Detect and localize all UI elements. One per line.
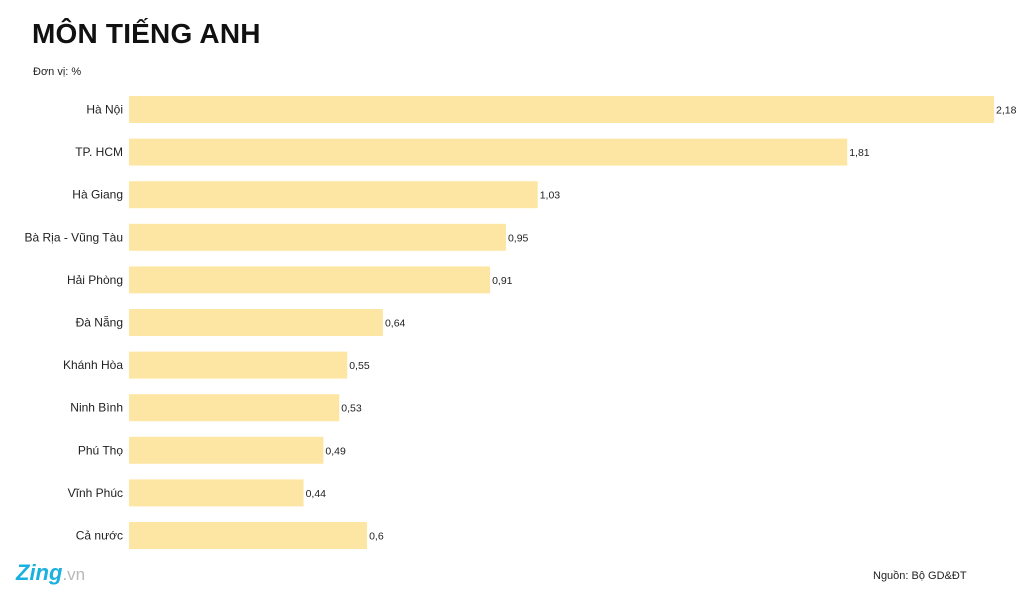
value-label: 1,81 <box>849 147 870 159</box>
category-label: Hà Nội <box>86 103 123 117</box>
bar-9 <box>129 479 304 507</box>
category-label: Hà Giang <box>72 188 123 202</box>
value-label: 0,49 <box>325 445 346 457</box>
bar-10 <box>129 522 368 549</box>
source-note: Nguồn: Bộ GD&ĐT <box>873 570 967 582</box>
value-label: 0,91 <box>492 275 513 287</box>
zing-logo: Zing.vn <box>16 560 85 586</box>
logo-suffix: .vn <box>62 565 86 584</box>
bar-0 <box>129 96 994 123</box>
category-label: Vĩnh Phúc <box>68 486 123 500</box>
bar-5 <box>129 309 383 336</box>
value-label: 1,03 <box>540 190 561 202</box>
value-label: 0,6 <box>369 531 384 543</box>
category-label: Hải Phòng <box>67 273 123 287</box>
value-label: 0,44 <box>306 488 327 500</box>
bar-4 <box>129 266 491 294</box>
value-label: 0,95 <box>508 232 529 244</box>
bar-6 <box>129 351 348 379</box>
unit-label: Đơn vị: % <box>33 66 82 78</box>
category-label: Cả nước <box>76 529 123 543</box>
category-label: Bà Rịa - Vũng Tàu <box>24 230 123 244</box>
value-label: 2,18 <box>996 105 1017 117</box>
bar-3 <box>129 223 506 251</box>
chart-title: MÔN TIẾNG ANH <box>32 18 261 49</box>
value-label: 0,53 <box>341 403 362 415</box>
category-label: Phú Thọ <box>78 443 123 457</box>
bar-8 <box>129 436 324 464</box>
value-label: 0,55 <box>349 360 370 372</box>
bar-7 <box>129 394 340 422</box>
category-label: Ninh Bình <box>70 401 123 415</box>
category-label: Đà Nẵng <box>76 315 123 330</box>
logo-main: Zing <box>16 560 63 585</box>
bar-1 <box>129 138 848 166</box>
bar-2 <box>129 181 538 209</box>
value-label: 0,64 <box>385 318 406 330</box>
category-label: TP. HCM <box>75 145 123 159</box>
category-label: Khánh Hòa <box>63 358 123 372</box>
